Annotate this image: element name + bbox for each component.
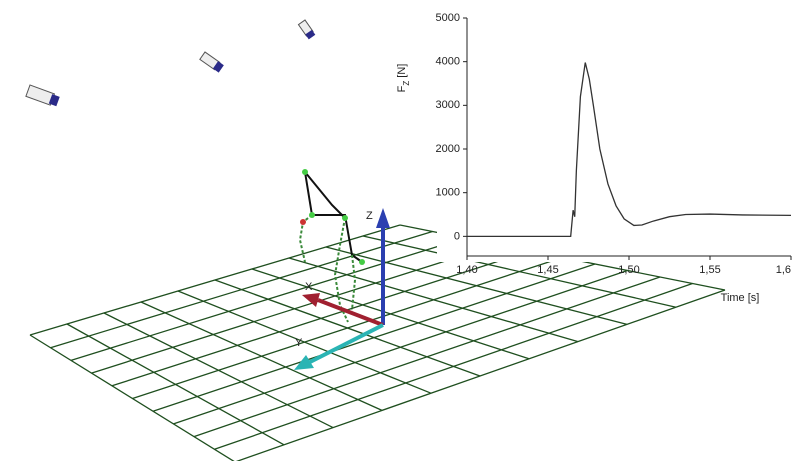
chart: FZ [N] Time [s] 0 1000 2000 3000 4000 5000 1,4… — [396, 12, 792, 304]
y-tick-label: 1000 — [436, 187, 460, 199]
grid-line — [152, 263, 596, 412]
y-tick-label: 5000 — [436, 12, 460, 24]
grid-line — [325, 246, 628, 326]
y-tick-label: 2000 — [436, 143, 460, 155]
y-tick-label: 4000 — [436, 56, 460, 68]
x-tick-label: 1,55 — [699, 264, 720, 276]
grid-line — [362, 235, 677, 308]
chart-background — [437, 0, 795, 262]
grid-line — [193, 276, 661, 438]
y-axis-title-part: Z — [402, 81, 411, 86]
line-series — [467, 62, 792, 237]
camera — [199, 51, 224, 73]
axis-label: X — [305, 281, 313, 293]
y-axis-title-part: [N] — [396, 64, 408, 81]
x-axis-title: Time [s] — [721, 292, 760, 304]
grid-line — [214, 282, 693, 450]
y-axis-title: FZ [N] — [396, 64, 411, 93]
grid-line — [132, 256, 563, 400]
x-tick-label: 1,45 — [537, 264, 558, 276]
grid-line — [288, 257, 579, 343]
x-tick-label: 1,40 — [456, 264, 477, 276]
camera — [297, 19, 316, 40]
grid-line — [173, 269, 628, 425]
floor-grid — [29, 224, 726, 461]
axis-label: Z — [366, 210, 373, 222]
camera — [25, 84, 60, 107]
x-tick-label: 1,6 — [776, 264, 791, 276]
y-tick-label: 0 — [454, 230, 460, 242]
y-tick-label: 3000 — [436, 99, 460, 111]
world-axes — [294, 208, 390, 370]
axis-label: Y — [295, 337, 303, 349]
grid-line — [235, 289, 726, 461]
skeleton — [298, 169, 365, 323]
grid-line — [251, 268, 530, 360]
x-tick-label: 1,50 — [618, 264, 639, 276]
y-axis-title-part: F — [396, 85, 408, 92]
